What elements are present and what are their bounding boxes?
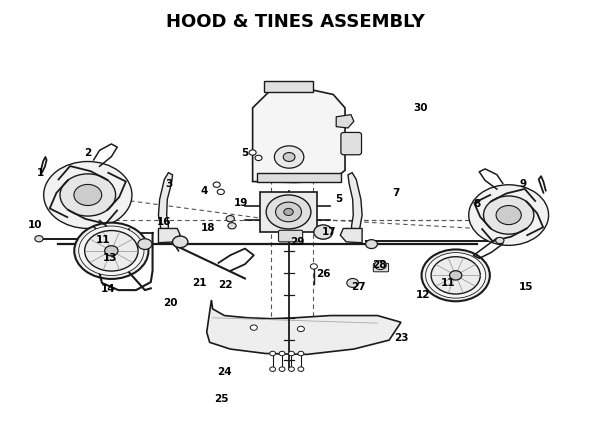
Circle shape: [314, 225, 333, 239]
Text: 26: 26: [316, 269, 330, 279]
Circle shape: [266, 195, 311, 229]
Polygon shape: [348, 172, 362, 235]
Text: 17: 17: [322, 227, 336, 237]
Circle shape: [298, 367, 304, 371]
Text: 11: 11: [441, 278, 455, 288]
Circle shape: [283, 152, 295, 161]
Text: 18: 18: [201, 223, 216, 233]
Circle shape: [276, 202, 301, 222]
Circle shape: [249, 150, 256, 155]
Circle shape: [366, 240, 378, 249]
Text: 15: 15: [519, 282, 533, 293]
Circle shape: [44, 161, 132, 228]
Circle shape: [35, 236, 43, 242]
Text: 2: 2: [84, 147, 91, 158]
Text: 5: 5: [241, 147, 248, 158]
Text: 29: 29: [290, 237, 304, 247]
Circle shape: [274, 146, 304, 168]
Text: 20: 20: [163, 298, 178, 308]
FancyBboxPatch shape: [373, 263, 389, 272]
Text: 13: 13: [102, 254, 117, 263]
Text: HOOD & TINES ASSEMBLY: HOOD & TINES ASSEMBLY: [166, 13, 424, 31]
Text: 7: 7: [392, 188, 400, 198]
Circle shape: [483, 196, 534, 234]
Circle shape: [284, 208, 293, 215]
FancyBboxPatch shape: [278, 230, 303, 242]
Text: 23: 23: [394, 333, 408, 343]
Circle shape: [270, 367, 276, 371]
Text: 3: 3: [165, 179, 172, 189]
Polygon shape: [159, 228, 180, 243]
Circle shape: [279, 367, 285, 371]
Text: 21: 21: [192, 278, 207, 288]
Polygon shape: [257, 172, 341, 181]
Text: 9: 9: [519, 179, 526, 189]
Circle shape: [468, 185, 549, 246]
Circle shape: [226, 215, 234, 222]
Text: 28: 28: [372, 260, 386, 270]
Text: 19: 19: [234, 198, 248, 207]
Circle shape: [213, 182, 220, 187]
Circle shape: [84, 231, 138, 271]
Circle shape: [375, 261, 386, 270]
Circle shape: [270, 351, 276, 356]
Polygon shape: [340, 228, 362, 243]
Polygon shape: [336, 115, 354, 128]
FancyBboxPatch shape: [341, 133, 362, 155]
Circle shape: [431, 257, 480, 294]
Circle shape: [74, 223, 149, 279]
Text: 27: 27: [351, 282, 366, 293]
Text: 16: 16: [157, 217, 172, 227]
Circle shape: [74, 185, 101, 206]
Circle shape: [496, 206, 521, 224]
Text: 14: 14: [100, 284, 115, 294]
Polygon shape: [264, 81, 313, 92]
Circle shape: [298, 351, 304, 356]
Text: 5: 5: [335, 194, 342, 204]
Circle shape: [421, 250, 490, 301]
Circle shape: [78, 226, 144, 276]
Text: 10: 10: [28, 220, 42, 230]
Circle shape: [297, 326, 304, 332]
Text: 24: 24: [217, 367, 232, 377]
Circle shape: [347, 279, 359, 288]
Circle shape: [450, 271, 462, 280]
Circle shape: [104, 246, 118, 256]
Polygon shape: [253, 90, 345, 182]
Circle shape: [310, 264, 317, 269]
Circle shape: [217, 189, 224, 194]
Circle shape: [289, 351, 294, 356]
Circle shape: [250, 325, 257, 330]
Circle shape: [425, 253, 486, 298]
Text: 11: 11: [96, 235, 110, 245]
Text: 12: 12: [416, 290, 431, 301]
Circle shape: [60, 174, 116, 216]
Text: 4: 4: [200, 185, 208, 195]
Circle shape: [279, 351, 285, 356]
Circle shape: [228, 223, 236, 229]
Text: 22: 22: [218, 280, 233, 290]
Polygon shape: [260, 192, 317, 232]
Text: 25: 25: [214, 394, 229, 404]
Circle shape: [172, 236, 188, 248]
Polygon shape: [206, 300, 401, 354]
Circle shape: [255, 155, 262, 160]
Text: 1: 1: [37, 168, 44, 178]
Text: 30: 30: [414, 103, 428, 113]
Circle shape: [138, 239, 152, 250]
Circle shape: [496, 237, 504, 244]
Text: 8: 8: [474, 199, 481, 209]
Polygon shape: [159, 172, 172, 235]
Circle shape: [289, 367, 294, 371]
